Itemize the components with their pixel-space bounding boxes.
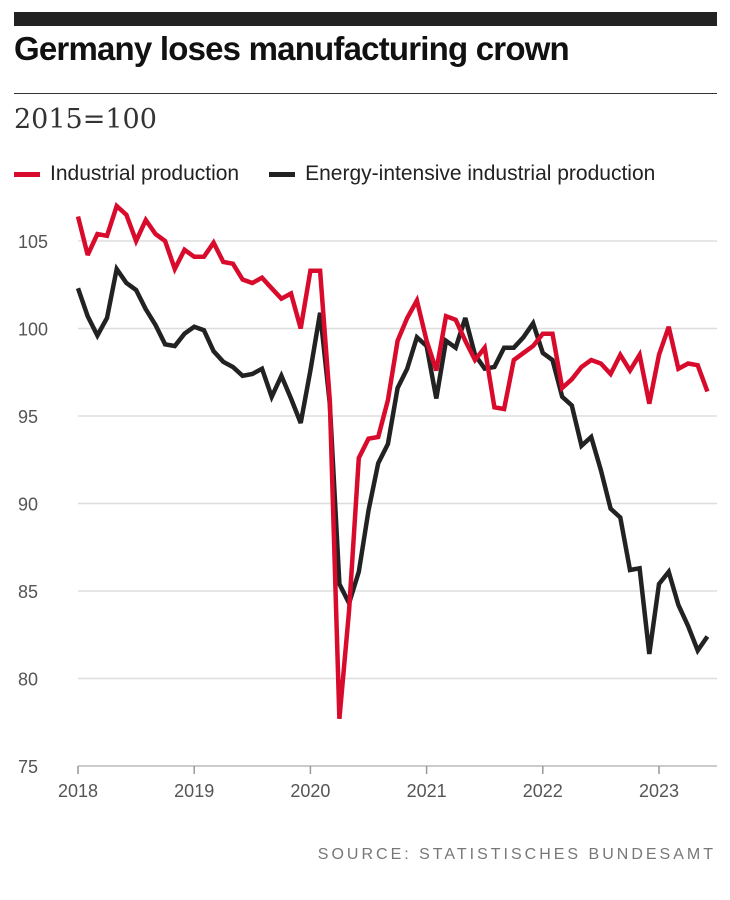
- top-bar: [14, 12, 717, 26]
- x-tick-label: 2018: [58, 781, 98, 801]
- x-tick-label: 2020: [290, 781, 330, 801]
- x-tick-label: 2019: [174, 781, 214, 801]
- y-tick-label: 90: [18, 495, 38, 515]
- legend-item-energy-intensive: Energy-intensive industrial production: [269, 162, 655, 186]
- legend-label: Industrial production: [50, 162, 240, 185]
- legend-swatch-black: [269, 171, 296, 177]
- legend: Industrial production Energy-intensive i…: [14, 162, 655, 186]
- series-line-energy-intensive: [75, 263, 710, 656]
- x-tick-label: 2023: [639, 781, 679, 801]
- x-tick-label: 2021: [407, 781, 447, 801]
- y-tick-label: 75: [18, 757, 38, 777]
- y-tick-label: 100: [18, 320, 48, 340]
- legend-label: Energy-intensive industrial production: [305, 162, 656, 185]
- title-divider: [14, 93, 717, 94]
- y-tick-label: 80: [18, 670, 38, 690]
- legend-swatch-red: [14, 171, 40, 177]
- x-tick-label: 2022: [523, 781, 563, 801]
- y-tick-label: 105: [18, 232, 48, 252]
- legend-item-industrial: Industrial production: [14, 162, 239, 186]
- chart-title: Germany loses manufacturing crown: [14, 30, 570, 67]
- chart-subtitle: 2015=100: [14, 104, 157, 135]
- series-line-industrial: [75, 201, 710, 720]
- y-tick-label: 95: [18, 407, 38, 427]
- y-tick-label: 85: [18, 582, 38, 602]
- source-note: SOURCE: STATISTISCHES BUNDESAMT: [317, 846, 716, 863]
